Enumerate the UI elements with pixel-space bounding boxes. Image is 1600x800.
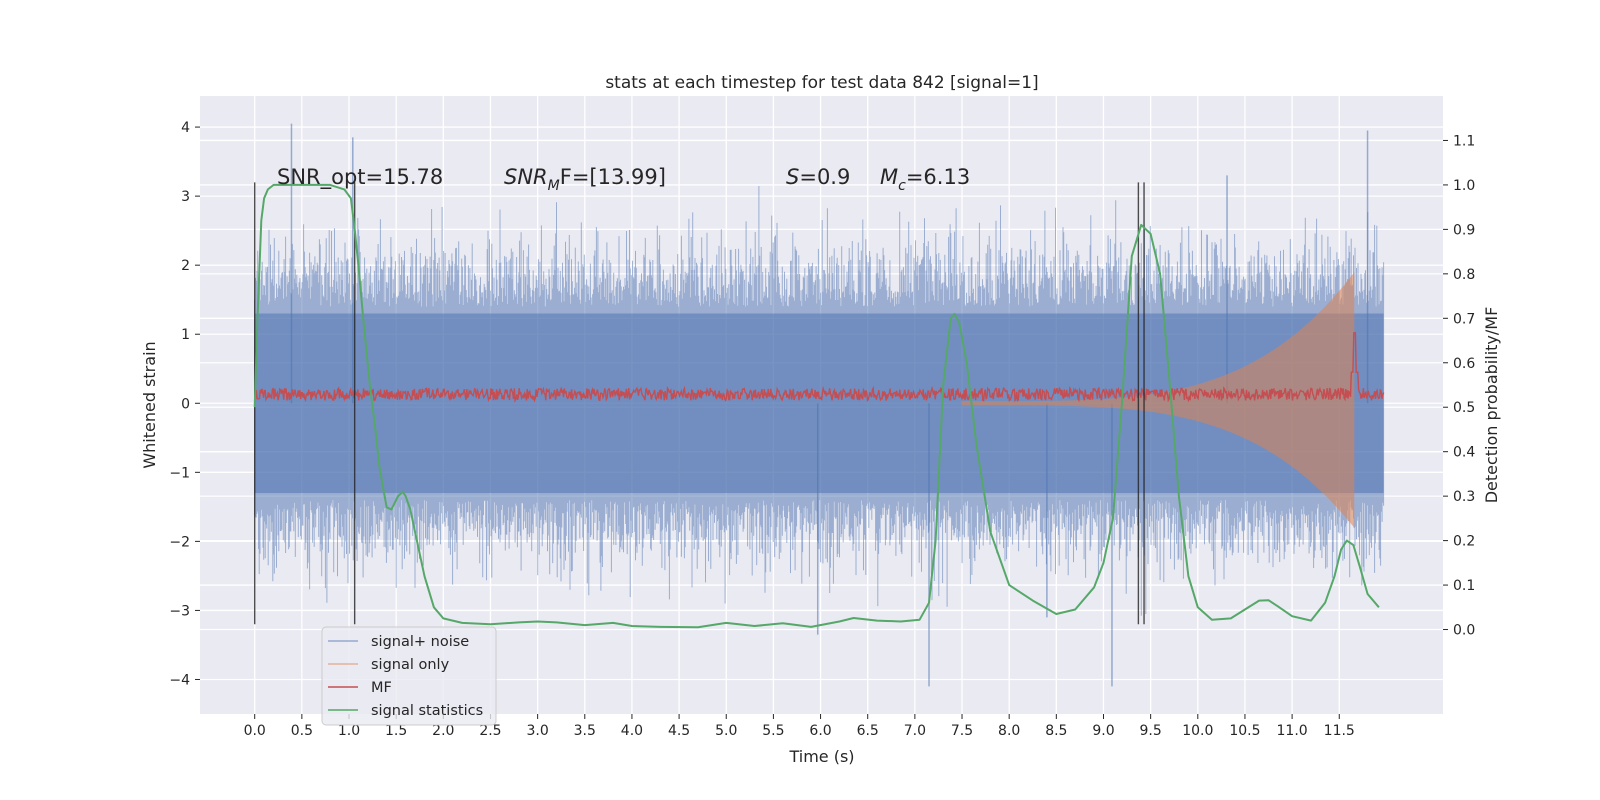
y2-tick-label: 0.1 — [1453, 578, 1475, 594]
y-tick-labels: −4 −3 −2 −1 0 1 2 3 4 — [169, 120, 200, 688]
x-axis-title: Time (s) — [788, 747, 854, 766]
annotation-snr-mf-rest: F=[13.99] — [560, 165, 666, 189]
x-tick-label: 11.5 — [1324, 723, 1355, 739]
legend-label-signal-statistics: signal statistics — [371, 703, 483, 719]
x-tick-label: 0.0 — [244, 723, 266, 739]
y2-tick-label: 0.9 — [1453, 222, 1475, 238]
y2-tick-label: 0.7 — [1453, 311, 1475, 327]
chart-title: stats at each timestep for test data 842… — [605, 73, 1038, 93]
y2-tick-label: 0.2 — [1453, 534, 1475, 550]
annotation-mc-value: =6.13 — [906, 165, 970, 189]
x-tick-label: 7.5 — [951, 723, 973, 739]
x-tick-label: 6.0 — [809, 723, 831, 739]
x-tick-label: 3.5 — [574, 723, 596, 739]
x-tick-label: 1.5 — [385, 723, 407, 739]
legend-label-signal-only: signal only — [371, 657, 450, 673]
x-tick-label: 2.0 — [432, 723, 454, 739]
y2-axis-title: Detection probability/MF — [1482, 307, 1501, 504]
annotation-mc: Mc=6.13 — [880, 165, 970, 194]
annotation-mc-label: M — [880, 165, 898, 189]
y2-tick-label: 0.3 — [1453, 489, 1475, 505]
x-tick-label: 10.0 — [1182, 723, 1213, 739]
x-tick-label: 4.0 — [621, 723, 643, 739]
annotation-s-value: =0.9 — [799, 165, 850, 189]
x-tick-label: 2.5 — [479, 723, 501, 739]
legend: signal+ noise signal only MF signal stat… — [321, 626, 497, 726]
x-tick-label: 5.5 — [762, 723, 784, 739]
x-tick-labels: 0.0 0.5 1.0 1.5 2.0 2.5 3.0 3.5 4.0 4.5 5.0 5.5 6.0 6… — [244, 714, 1355, 739]
annotation-snr-mf: SNRMF=[13.99] — [504, 165, 666, 194]
x-tick-label: 10.5 — [1229, 723, 1260, 739]
x-tick-label: 5.0 — [715, 723, 737, 739]
legend-box — [321, 626, 497, 726]
y2-tick-label: 1.1 — [1453, 133, 1475, 149]
annotation-snr-mf-sub: M — [548, 178, 560, 194]
x-tick-label: 9.5 — [1140, 723, 1162, 739]
signal-only-series — [962, 272, 1355, 528]
x-tick-label: 0.5 — [291, 723, 313, 739]
x-tick-label: 8.0 — [998, 723, 1020, 739]
y2-tick-label: 0.5 — [1453, 400, 1475, 416]
annotation-mc-sub: c — [898, 178, 906, 194]
x-tick-label: 3.0 — [526, 723, 548, 739]
legend-label-signal-noise: signal+ noise — [371, 634, 469, 650]
y2-tick-labels: 0.0 0.1 0.2 0.3 0.4 0.5 0.6 0.7 0.8 0.9 1.0 1.1 — [1443, 133, 1475, 639]
annotation-snr-opt: SNR_opt=15.78 — [277, 165, 443, 190]
x-tick-label: 4.5 — [668, 723, 690, 739]
y-tick-label: −4 — [169, 672, 190, 688]
y2-tick-label: 0.0 — [1453, 623, 1475, 639]
y2-tick-label: 0.6 — [1453, 356, 1475, 372]
y2-tick-label: 0.4 — [1453, 445, 1475, 461]
annotation-s: S=0.9 — [786, 165, 850, 189]
x-tick-label: 11.0 — [1277, 723, 1308, 739]
x-tick-label: 9.0 — [1092, 723, 1114, 739]
x-tick-label: 1.0 — [338, 723, 360, 739]
y-tick-label: −2 — [169, 534, 190, 550]
annotation-snr-mf-base: SNR — [504, 165, 548, 189]
annotation-s-label: S — [786, 165, 799, 189]
y-axis-title: Whitened strain — [140, 341, 159, 468]
y-tick-label: 1 — [181, 327, 190, 343]
y2-tick-label: 1.0 — [1453, 178, 1475, 194]
x-tick-label: 7.0 — [904, 723, 926, 739]
signal-statistics-series — [253, 183, 1380, 629]
y-tick-label: −3 — [169, 603, 190, 619]
signal-only-envelope — [962, 272, 1355, 528]
signal-statistics-line — [253, 183, 1380, 629]
y2-tick-label: 0.8 — [1453, 267, 1475, 283]
y-tick-label: −1 — [169, 465, 190, 481]
y-tick-label: 0 — [181, 396, 190, 412]
mf-series — [254, 332, 1385, 404]
x-tick-label: 8.5 — [1045, 723, 1067, 739]
y-tick-label: 4 — [181, 120, 190, 136]
mf-line — [254, 332, 1385, 404]
y-tick-label: 3 — [181, 189, 190, 205]
y-tick-label: 2 — [181, 258, 190, 274]
legend-label-mf: MF — [371, 680, 392, 696]
x-tick-label: 6.5 — [857, 723, 879, 739]
